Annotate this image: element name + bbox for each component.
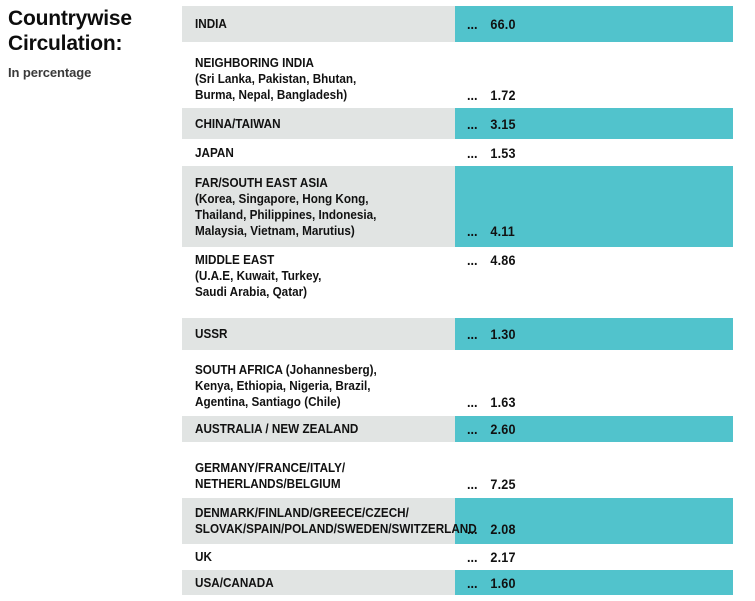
table-row: UK ... 2.17 (182, 544, 733, 570)
value-cell: ... 7.25 (455, 442, 733, 498)
value-cell: ... 1.72 (455, 50, 733, 108)
circulation-value: 1.60 (490, 574, 516, 591)
country-label: NEIGHBORING INDIA (Sri Lanka, Pakistan, … (195, 55, 357, 102)
circulation-value: 2.60 (490, 421, 516, 437)
country-label: CHINA/TAIWAN (182, 108, 455, 139)
value-cell: ... 1.30 (455, 318, 733, 350)
leader-dots: ... (467, 549, 478, 565)
table-row: DENMARK/FINLAND/GREECE/CZECH/ SLOVAK/SPA… (182, 498, 733, 544)
value-cell: ... 1.63 (455, 350, 733, 416)
circulation-value: 7.25 (490, 476, 516, 492)
value-cell: ... 3.15 (455, 108, 733, 139)
leader-dots: ... (467, 421, 478, 437)
table-row: GERMANY/FRANCE/ITALY/ NETHERLANDS/BELGIU… (182, 442, 733, 498)
table-row: FAR/SOUTH EAST ASIA (Korea, Singapore, H… (182, 166, 733, 247)
circulation-table: INDIA ... 66.0 NEIGHBORING INDIA (Sri Lan… (182, 6, 733, 595)
country-label: FAR/SOUTH EAST ASIA (Korea, Singapore, H… (182, 166, 455, 247)
table-row: SOUTH AFRICA (Johannesberg), Kenya, Ethi… (182, 350, 733, 416)
circulation-value: 4.86 (490, 252, 516, 268)
page-title: Countrywise Circulation: (8, 7, 132, 55)
country-label: SOUTH AFRICA (Johannesberg), Kenya, Ethi… (195, 362, 377, 409)
sidebar: Countrywise Circulation: In percentage (8, 6, 178, 80)
circulation-value: 1.72 (490, 87, 516, 103)
circulation-value: 1.53 (490, 144, 516, 161)
leader-dots: ... (467, 16, 478, 32)
country-label: GERMANY/FRANCE/ITALY/ NETHERLANDS/BELGIU… (195, 460, 346, 491)
leader-dots: ... (467, 326, 478, 342)
table-row: JAPAN ... 1.53 (182, 139, 733, 166)
value-cell: ... 2.60 (455, 416, 733, 442)
table-row: NEIGHBORING INDIA (Sri Lanka, Pakistan, … (182, 50, 733, 108)
leader-dots: ... (467, 521, 478, 537)
circulation-value: 66.0 (490, 16, 516, 32)
value-cell: ... 4.86 (455, 247, 733, 318)
leader-dots: ... (467, 476, 478, 492)
table-row: MIDDLE EAST (U.A.E, Kuwait, Turkey, Saud… (182, 247, 733, 318)
value-cell: ... 66.0 (455, 6, 733, 42)
circulation-value: 2.17 (490, 549, 516, 565)
country-label: AUSTRALIA / NEW ZEALAND (182, 416, 455, 442)
circulation-value: 1.63 (490, 394, 516, 410)
table-row: USA/CANADA ... 1.60 (182, 570, 733, 595)
value-cell: ... 1.53 (455, 139, 733, 166)
country-label: USA/CANADA (182, 570, 455, 595)
country-label: UK (195, 549, 212, 564)
table-row: CHINA/TAIWAN ... 3.15 (182, 108, 733, 139)
value-cell: ... 1.60 (455, 570, 733, 595)
value-cell: ... 4.11 (455, 166, 733, 247)
leader-dots: ... (467, 394, 478, 410)
value-cell: ... 2.17 (455, 544, 733, 570)
table-row: USSR ... 1.30 (182, 318, 733, 350)
leader-dots: ... (467, 252, 478, 268)
country-label: JAPAN (195, 144, 234, 160)
value-cell: ... 2.08 (455, 498, 733, 544)
leader-dots: ... (467, 115, 478, 132)
circulation-value: 2.08 (490, 521, 516, 537)
table-row: INDIA ... 66.0 (182, 6, 733, 42)
country-label: INDIA (182, 6, 455, 42)
circulation-value: 4.11 (490, 223, 515, 239)
country-label: USSR (182, 318, 455, 350)
leader-dots: ... (467, 574, 478, 591)
leader-dots: ... (467, 144, 478, 161)
leader-dots: ... (467, 223, 478, 239)
table-row: AUSTRALIA / NEW ZEALAND ... 2.60 (182, 416, 733, 442)
circulation-value: 3.15 (490, 115, 516, 132)
page-subtitle: In percentage (8, 65, 92, 80)
circulation-value: 1.30 (490, 326, 516, 342)
country-label: MIDDLE EAST (U.A.E, Kuwait, Turkey, Saud… (195, 252, 322, 299)
country-label: DENMARK/FINLAND/GREECE/CZECH/ SLOVAK/SPA… (182, 498, 477, 544)
leader-dots: ... (467, 87, 478, 103)
